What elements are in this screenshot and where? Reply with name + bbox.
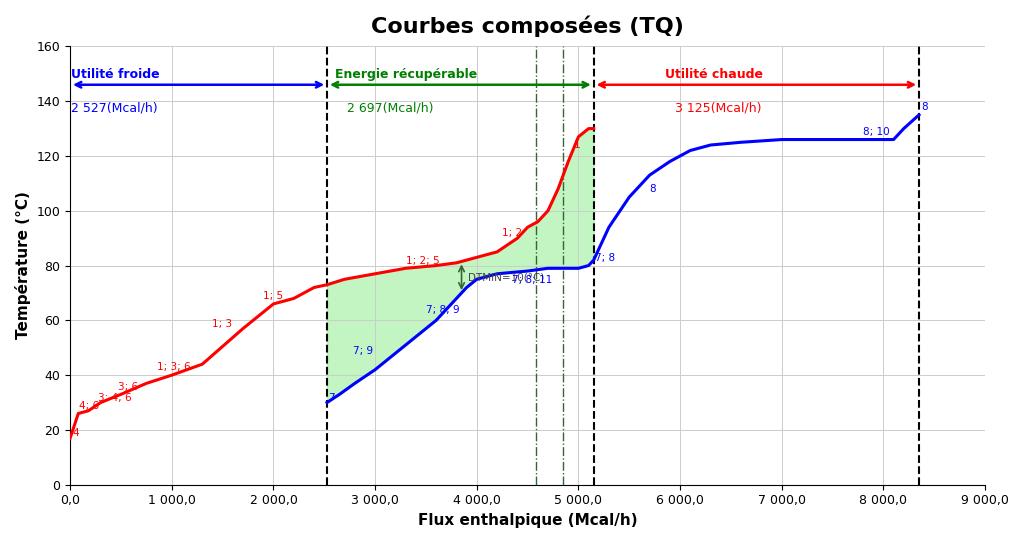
Text: 1; 3; 6: 1; 3; 6	[157, 362, 190, 372]
Text: 3; 6: 3; 6	[118, 382, 138, 392]
Text: 3; 4; 6: 3; 4; 6	[97, 393, 131, 402]
Text: 7; 8; 9: 7; 8; 9	[426, 305, 460, 315]
Text: 7; 8; 11: 7; 8; 11	[512, 275, 553, 285]
Text: 1; 2: 1; 2	[502, 228, 522, 238]
Text: 3 125(Mcal/h): 3 125(Mcal/h)	[675, 101, 762, 114]
Text: 1; 5: 1; 5	[263, 291, 284, 301]
Text: 4; 6: 4; 6	[79, 401, 99, 411]
Text: 2 527(Mcal/h): 2 527(Mcal/h)	[71, 101, 158, 114]
Y-axis label: Température (°C): Température (°C)	[15, 192, 31, 339]
Text: Utilité froide: Utilité froide	[71, 68, 160, 80]
Text: Energie récupérable: Energie récupérable	[335, 68, 477, 80]
Text: 4: 4	[72, 428, 79, 438]
Text: 8: 8	[921, 102, 928, 112]
Text: 7: 7	[328, 393, 335, 402]
X-axis label: Flux enthalpique (Mcal/h): Flux enthalpique (Mcal/h)	[418, 513, 637, 528]
Text: DTMIN=10(°C): DTMIN=10(°C)	[468, 272, 544, 282]
Text: 8; 10: 8; 10	[863, 127, 890, 137]
Text: 8: 8	[649, 184, 656, 194]
Text: 2 697(Mcal/h): 2 697(Mcal/h)	[347, 101, 434, 114]
Text: Utilité chaude: Utilité chaude	[665, 68, 763, 80]
Text: 7; 9: 7; 9	[352, 346, 373, 356]
Text: 1; 2; 5: 1; 2; 5	[406, 256, 439, 266]
Text: 1: 1	[573, 141, 580, 150]
Title: Courbes composées (TQ): Courbes composées (TQ)	[371, 15, 684, 36]
Text: 1; 3: 1; 3	[212, 319, 232, 329]
Text: 7; 8: 7; 8	[595, 253, 614, 263]
